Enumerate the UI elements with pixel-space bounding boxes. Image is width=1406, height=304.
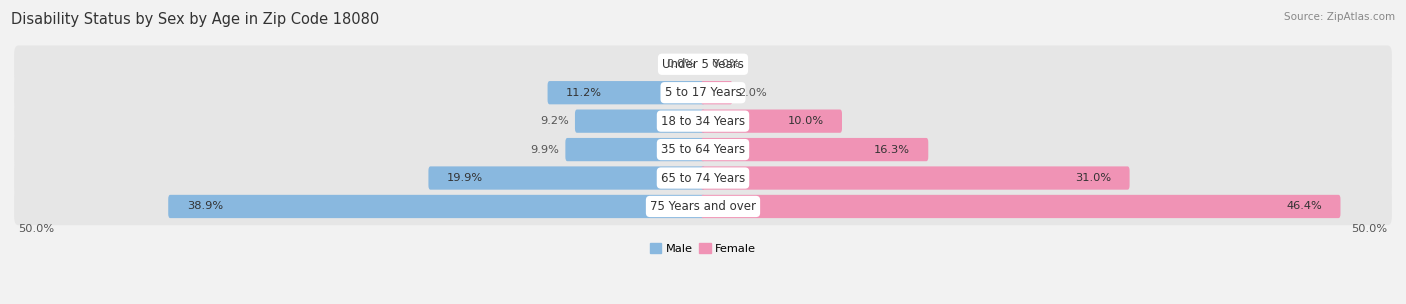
Text: 65 to 74 Years: 65 to 74 Years: [661, 171, 745, 185]
Text: 10.0%: 10.0%: [787, 116, 824, 126]
Text: 16.3%: 16.3%: [873, 145, 910, 155]
Text: 18 to 34 Years: 18 to 34 Years: [661, 115, 745, 128]
FancyBboxPatch shape: [547, 81, 704, 104]
FancyBboxPatch shape: [575, 109, 704, 133]
Text: 31.0%: 31.0%: [1076, 173, 1111, 183]
FancyBboxPatch shape: [702, 109, 842, 133]
FancyBboxPatch shape: [14, 74, 1392, 112]
Text: 0.0%: 0.0%: [711, 59, 740, 69]
FancyBboxPatch shape: [14, 46, 1392, 83]
FancyBboxPatch shape: [169, 195, 704, 218]
FancyBboxPatch shape: [14, 131, 1392, 168]
Text: Under 5 Years: Under 5 Years: [662, 58, 744, 71]
Text: 50.0%: 50.0%: [1351, 224, 1388, 234]
Text: 5 to 17 Years: 5 to 17 Years: [665, 86, 741, 99]
FancyBboxPatch shape: [702, 138, 928, 161]
FancyBboxPatch shape: [565, 138, 704, 161]
Text: 38.9%: 38.9%: [187, 202, 222, 212]
Text: 50.0%: 50.0%: [18, 224, 55, 234]
Text: Disability Status by Sex by Age in Zip Code 18080: Disability Status by Sex by Age in Zip C…: [11, 12, 380, 27]
FancyBboxPatch shape: [702, 195, 1340, 218]
Text: Source: ZipAtlas.com: Source: ZipAtlas.com: [1284, 12, 1395, 22]
FancyBboxPatch shape: [14, 102, 1392, 140]
FancyBboxPatch shape: [429, 166, 704, 190]
Text: 11.2%: 11.2%: [567, 88, 602, 98]
Text: 9.2%: 9.2%: [540, 116, 569, 126]
Text: 9.9%: 9.9%: [530, 145, 560, 155]
Text: 2.0%: 2.0%: [738, 88, 768, 98]
Text: 19.9%: 19.9%: [447, 173, 484, 183]
FancyBboxPatch shape: [702, 81, 733, 104]
Text: 75 Years and over: 75 Years and over: [650, 200, 756, 213]
Text: 0.0%: 0.0%: [666, 59, 695, 69]
FancyBboxPatch shape: [702, 166, 1129, 190]
FancyBboxPatch shape: [14, 159, 1392, 197]
FancyBboxPatch shape: [14, 188, 1392, 225]
Text: 46.4%: 46.4%: [1286, 202, 1322, 212]
Text: 35 to 64 Years: 35 to 64 Years: [661, 143, 745, 156]
Legend: Male, Female: Male, Female: [645, 239, 761, 259]
